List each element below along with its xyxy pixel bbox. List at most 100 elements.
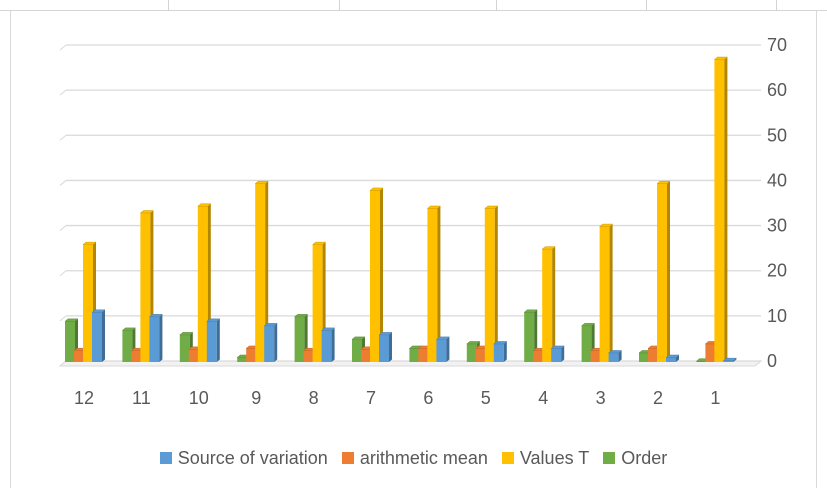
legend-swatch [159,452,172,464]
bar-front [149,316,160,362]
bar-front [321,330,332,362]
bar-side [446,336,450,362]
bar-top [369,187,384,191]
bar-front [206,321,217,362]
x-tick-label: 6 [423,388,433,408]
bar-front [542,249,553,362]
gridline-depth [59,89,67,96]
bar-top [179,332,194,336]
bar [722,357,738,362]
bar-side [561,345,565,362]
bar-top [320,327,336,331]
bar-side [102,309,105,362]
bar-front [197,206,208,362]
column-divider [776,0,777,10]
bar-front [264,325,275,362]
legend-label: arithmetic mean [359,447,488,468]
bar-side [503,341,507,362]
bar-front [608,352,619,362]
bar-front [484,208,495,362]
bar-top [466,341,481,345]
gridline-depth [59,134,67,141]
bar-side [609,224,613,362]
bar-top [435,336,451,340]
column-divider [168,0,169,10]
y-tick-label: 60 [767,80,787,100]
bar-side [667,181,670,362]
bar-top [665,354,680,358]
bar-front [188,349,199,362]
x-tick-label: 11 [132,388,151,408]
y-tick-label: 50 [767,125,787,145]
bar-side [216,318,220,362]
chart-legend: Source of variation arithmetic mean Values… [0,444,827,472]
bar-front [723,360,734,362]
bar-side [274,323,278,362]
legend-item: Source of variation [159,447,328,469]
bar-side [733,358,737,362]
bar-front [524,312,535,362]
bar-front [696,361,707,362]
x-tick-label: 4 [538,388,548,408]
bar [598,223,614,362]
bar [541,246,556,362]
column-divider [646,0,647,10]
bar [435,336,451,362]
bar-front [436,339,447,362]
bar-top [148,314,164,318]
bar-front [418,348,429,362]
bar-top [197,203,212,207]
bar [378,332,393,362]
bar-front [657,183,667,362]
bar-front [666,357,676,362]
legend-swatch [341,452,354,464]
bar-front [599,226,610,362]
legend-item: Order [603,448,667,469]
bar-top [722,357,738,361]
bar-side [618,350,622,362]
bar [206,318,221,362]
bar-top [713,56,729,60]
legend-label: Values T [519,447,590,468]
y-tick-label: 10 [767,306,787,326]
bar-front [122,330,133,362]
bar-top [254,180,269,184]
bar-front [581,325,592,362]
bar-top [580,323,596,327]
bar [484,205,499,362]
bar-side [552,246,556,362]
gridline-depth [59,225,67,231]
bar [665,354,680,362]
bar-front [493,343,504,362]
bar-front [83,244,93,362]
bar-top [598,223,614,227]
bar [426,205,442,362]
bar-front [92,312,102,362]
bar-side [437,206,441,362]
bar-top [263,323,278,327]
bar-top [607,350,623,354]
bar-front [74,350,84,362]
bar-front [255,183,266,362]
bar-front [533,350,544,362]
bar [148,314,164,362]
y-tick-label: 70 [767,35,787,55]
bar-front [312,244,323,362]
bar-front [590,350,601,362]
x-tick-label: 2 [653,388,663,408]
bar-top [139,210,155,214]
x-tick-label: 9 [251,388,261,408]
column-divider [496,0,497,10]
gridline-depth [59,44,67,51]
bar-top [656,180,671,184]
legend-label: Source of variation [177,447,328,468]
bar-side [494,206,498,362]
bar-front [361,349,371,362]
bar-front [246,348,257,362]
gridline-depth [59,270,67,277]
bar-front [714,59,725,363]
bar-top [206,318,221,322]
bar-side [380,187,383,362]
bar-front [303,350,314,362]
bar-top [550,345,565,349]
